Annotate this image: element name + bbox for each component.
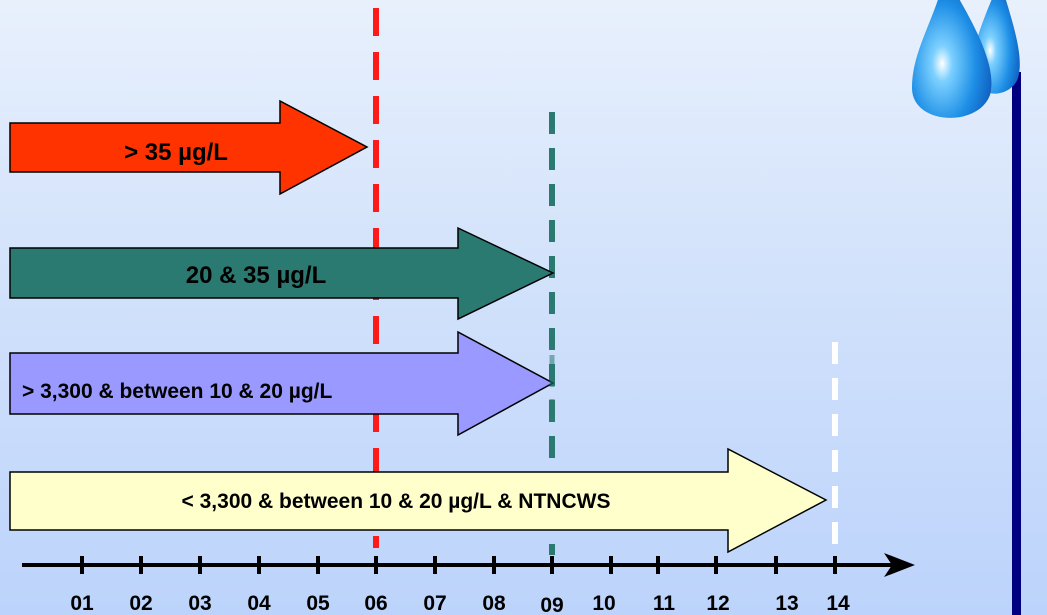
axis-label-14: 14	[826, 592, 850, 615]
axis-label-11: 11	[653, 592, 676, 615]
arrow-gt-35-label: > 35 µg/L	[124, 139, 228, 166]
arrow-20-35-label: 20 & 35 µg/L	[186, 262, 327, 289]
axis-label-06: 06	[364, 592, 387, 615]
arrow-lt-3300: < 3,300 & between 10 & 20 µg/L & NTNCWS	[9, 447, 828, 554]
axis-label-04: 04	[247, 592, 271, 615]
axis-tick-labels: 01 02 03 04 05 06 07 08 09 10 11 12 13 14	[70, 592, 850, 615]
axis-label-12: 12	[706, 592, 729, 615]
axis-label-01: 01	[70, 592, 94, 615]
axis-label-03: 03	[188, 592, 211, 615]
arrow-gt-3300-label: > 3,300 & between 10 & 20 µg/L	[22, 380, 332, 403]
arrow-lt-3300-label: < 3,300 & between 10 & 20 µg/L & NTNCWS	[182, 490, 611, 513]
arrow-gt-3300: > 3,300 & between 10 & 20 µg/L	[9, 330, 555, 437]
arrow-gt-35: > 35 µg/L	[9, 99, 369, 196]
axis-label-10: 10	[592, 592, 615, 615]
axis-arrowhead	[884, 553, 915, 577]
axis-ticks	[80, 556, 837, 574]
timeline-axis: 01 02 03 04 05 06 07 08 09 10 11 12 13 14	[22, 553, 915, 615]
arrow-20-35: 20 & 35 µg/L	[9, 226, 555, 321]
axis-label-13: 13	[775, 592, 798, 615]
axis-label-07: 07	[423, 592, 446, 615]
pole	[1012, 72, 1021, 615]
axis-label-05: 05	[306, 592, 330, 615]
water-drops-icon	[912, 0, 1021, 615]
axis-label-08: 08	[482, 592, 506, 615]
drop-front	[912, 0, 992, 118]
axis-label-02: 02	[129, 592, 152, 615]
axis-label-09: 09	[540, 594, 563, 615]
